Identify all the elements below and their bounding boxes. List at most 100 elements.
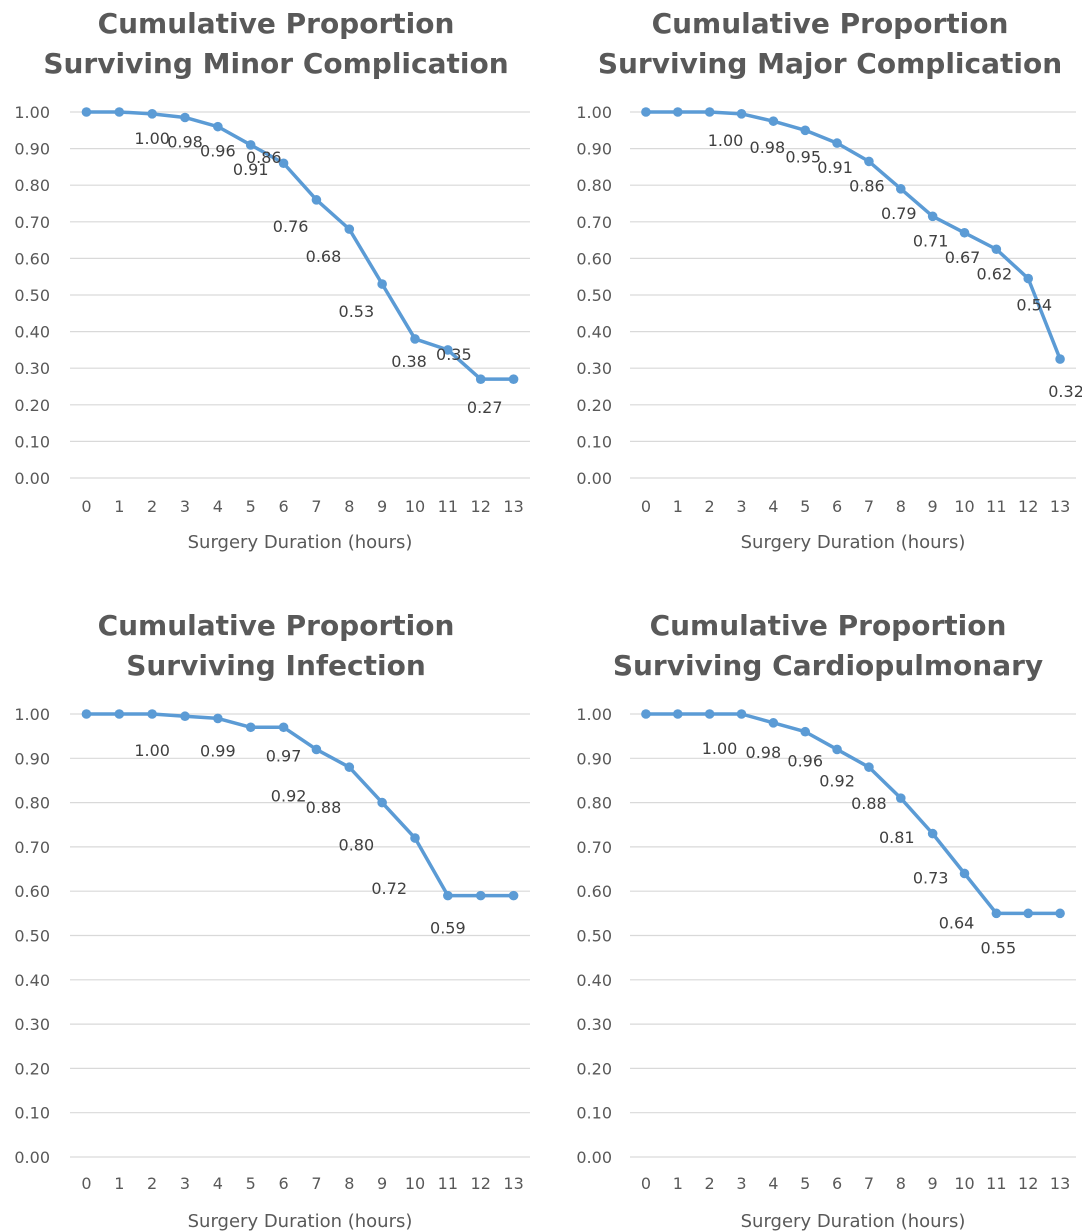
x-tick-label: 10 xyxy=(405,1174,425,1193)
y-tick-label: 0.10 xyxy=(576,432,612,451)
data-label: 0.92 xyxy=(819,771,855,790)
x-tick-label: 3 xyxy=(180,1174,190,1193)
y-tick-label: 0.90 xyxy=(14,749,50,768)
x-tick-label: 10 xyxy=(405,497,425,516)
data-label: 0.92 xyxy=(271,786,307,805)
y-tick-label: 0.10 xyxy=(14,1104,50,1123)
data-point xyxy=(736,109,747,119)
data-label: 0.91 xyxy=(817,158,853,177)
x-tick-label: 7 xyxy=(311,497,321,516)
x-tick-label: 11 xyxy=(986,1174,1006,1193)
data-point xyxy=(213,121,223,132)
x-tick-label: 6 xyxy=(278,1174,288,1193)
y-tick-label: 0.10 xyxy=(576,1104,612,1123)
x-tick-label: 0 xyxy=(641,497,651,516)
data-label: 0.96 xyxy=(787,752,823,771)
data-point xyxy=(81,107,92,117)
chart-title-line: Surviving Cardiopulmonary xyxy=(613,649,1043,682)
data-point xyxy=(736,709,747,719)
x-tick-label: 13 xyxy=(1050,1174,1070,1193)
data-label: 1.00 xyxy=(134,129,170,148)
data-label: 0.32 xyxy=(1048,382,1082,401)
x-tick-label: 12 xyxy=(471,1174,491,1193)
data-point xyxy=(704,107,715,117)
major-complication-chart: Cumulative Proportion Surviving Major Com… xyxy=(576,7,1082,553)
chart-title-line: Surviving Infection xyxy=(126,649,426,682)
y-tick-label: 0.30 xyxy=(576,359,612,378)
x-tick-label: 0 xyxy=(641,1174,651,1193)
y-tick-label: 0.70 xyxy=(14,838,50,857)
y-tick-label: 0.90 xyxy=(14,140,50,159)
x-tick-label: 12 xyxy=(1018,497,1038,516)
data-label: 0.99 xyxy=(200,741,236,760)
data-point xyxy=(991,908,1002,919)
data-label: 1.00 xyxy=(134,741,170,760)
data-point xyxy=(959,868,970,879)
data-point xyxy=(475,374,486,384)
data-label: 0.88 xyxy=(306,798,342,817)
series-line xyxy=(645,110,1062,360)
data-point xyxy=(311,744,322,755)
y-tick-label: 0.80 xyxy=(576,794,612,813)
x-tick-label: 13 xyxy=(503,497,523,516)
data-point xyxy=(81,709,92,719)
data-point xyxy=(443,345,453,355)
y-tick-label: 0.50 xyxy=(14,927,50,946)
data-point xyxy=(864,762,874,772)
data-label: 0.98 xyxy=(167,132,203,151)
y-tick-label: 0.70 xyxy=(576,838,612,857)
data-label: 0.62 xyxy=(977,264,1013,283)
data-point xyxy=(475,890,486,901)
data-point xyxy=(344,762,355,772)
x-tick-label: 1 xyxy=(114,497,124,516)
x-tick-label: 13 xyxy=(503,1174,523,1193)
data-point xyxy=(704,709,715,719)
y-tick-label: 0.30 xyxy=(14,1015,50,1034)
y-tick-label: 0.60 xyxy=(14,882,50,901)
y-tick-label: 0.30 xyxy=(14,359,50,378)
y-tick-label: 0.20 xyxy=(576,1059,612,1078)
x-tick-label: 11 xyxy=(438,497,458,516)
data-point xyxy=(832,744,842,755)
data-point xyxy=(147,709,157,719)
chart-title-line: Surviving Minor Complication xyxy=(43,47,508,80)
data-point xyxy=(959,227,970,238)
chart-title-line: Cumulative Proportion xyxy=(650,609,1007,642)
x-tick-label: 7 xyxy=(311,1174,321,1193)
data-label: 1.00 xyxy=(702,739,738,758)
data-label: 0.35 xyxy=(436,345,472,364)
data-point xyxy=(278,158,289,169)
y-tick-label: 0.50 xyxy=(14,286,50,305)
x-tick-label: 8 xyxy=(896,1174,906,1193)
series-line xyxy=(86,110,514,381)
data-label: 0.95 xyxy=(785,147,821,166)
data-point xyxy=(864,156,874,167)
y-tick-label: 0.00 xyxy=(14,1148,50,1167)
y-tick-label: 1.00 xyxy=(576,705,612,724)
data-label: 0.81 xyxy=(879,828,915,847)
y-tick-label: 0.60 xyxy=(14,249,50,268)
x-tick-label: 2 xyxy=(147,1174,157,1193)
data-point xyxy=(377,797,387,808)
x-tick-label: 4 xyxy=(213,497,223,516)
x-tick-label: 8 xyxy=(344,1174,354,1193)
x-axis-label: Surgery Duration (hours) xyxy=(188,532,413,553)
y-tick-label: 0.50 xyxy=(576,286,612,305)
x-tick-label: 5 xyxy=(246,497,256,516)
cardiopulmonary-chart: Cumulative Proportion Surviving Cardiopul… xyxy=(576,609,1076,1232)
x-tick-label: 5 xyxy=(246,1174,256,1193)
data-label: 1.00 xyxy=(708,131,744,150)
data-label: 0.96 xyxy=(200,142,236,161)
y-tick-label: 0.70 xyxy=(14,213,50,232)
y-tick-label: 0.70 xyxy=(576,213,612,232)
data-label: 0.55 xyxy=(981,938,1017,957)
data-point xyxy=(344,224,355,234)
x-tick-label: 12 xyxy=(1018,1174,1038,1193)
y-tick-label: 0.80 xyxy=(14,794,50,813)
data-point xyxy=(672,709,683,719)
data-label: 0.80 xyxy=(339,836,375,855)
data-label: 0.68 xyxy=(306,247,342,266)
y-tick-label: 0.20 xyxy=(14,1059,50,1078)
data-point xyxy=(927,828,938,839)
